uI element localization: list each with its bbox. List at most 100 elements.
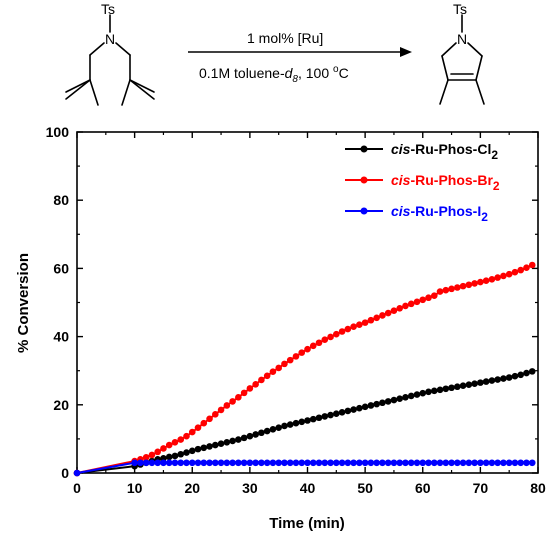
- data-point: [477, 278, 484, 286]
- x-tick-label: 50: [357, 480, 373, 496]
- legend-marker: [360, 176, 368, 184]
- data-point: [298, 459, 306, 467]
- data-point: [396, 305, 404, 312]
- data-point: [367, 459, 375, 467]
- data-point: [488, 276, 496, 283]
- data-point: [269, 426, 277, 433]
- data-point: [183, 459, 190, 467]
- data-point: [137, 459, 144, 467]
- data-point: [523, 459, 530, 467]
- data-point: [442, 459, 450, 467]
- data-point: [413, 298, 421, 306]
- data-point: [505, 459, 513, 467]
- data-point: [361, 403, 369, 411]
- x-tick-label: 80: [530, 480, 546, 496]
- data-point: [263, 459, 271, 467]
- data-point: [425, 294, 432, 302]
- data-point: [240, 389, 248, 397]
- series-1: [73, 261, 536, 477]
- reactant-n-label: N: [105, 31, 115, 47]
- data-point: [361, 319, 369, 326]
- data-point: [200, 459, 208, 467]
- data-point: [321, 336, 329, 343]
- series-line: [76, 264, 533, 474]
- reactant-structure: [65, 14, 155, 106]
- y-tick-label: 40: [53, 329, 69, 345]
- data-point: [517, 371, 525, 379]
- data-point: [327, 411, 334, 419]
- data-point: [488, 377, 496, 384]
- data-point: [528, 261, 536, 269]
- data-point: [390, 396, 398, 404]
- data-point: [229, 398, 236, 405]
- y-tick-label: 20: [53, 397, 69, 413]
- x-tick-label: 30: [242, 480, 258, 496]
- data-point: [258, 429, 265, 437]
- data-point: [246, 432, 254, 440]
- data-point: [419, 389, 427, 397]
- x-tick-label: 0: [73, 480, 81, 496]
- data-point: [350, 459, 357, 467]
- data-point: [425, 459, 432, 467]
- data-point: [292, 419, 300, 427]
- data-point: [200, 444, 208, 452]
- axis-ticks: 0 10 20 30 40 50 60 70 80 0 20 40 60 80 100: [46, 124, 546, 496]
- legend-entry-1: cis-Ru-Phos-Br2: [345, 172, 500, 193]
- data-point: [367, 316, 375, 324]
- data-point: [390, 307, 398, 314]
- data-point: [304, 345, 311, 353]
- data-point: [165, 453, 173, 461]
- data-point: [258, 376, 265, 384]
- reaction-arrow: [188, 47, 412, 57]
- data-point: [407, 459, 415, 467]
- data-point: [356, 404, 363, 412]
- data-point: [240, 459, 248, 467]
- data-point: [344, 459, 352, 467]
- series-layer: [73, 261, 536, 477]
- product-ts-label: Ts: [453, 1, 467, 17]
- data-point: [436, 459, 444, 467]
- data-point: [488, 459, 496, 467]
- data-point: [246, 385, 254, 392]
- legend-entry-0: cis-Ru-Phos-Cl2: [345, 141, 498, 162]
- data-point: [482, 277, 490, 284]
- data-point: [73, 469, 81, 477]
- data-point: [344, 407, 352, 415]
- data-point: [177, 459, 185, 467]
- data-point: [465, 281, 473, 289]
- data-point: [309, 342, 317, 350]
- data-point: [373, 459, 380, 467]
- data-point: [384, 309, 392, 317]
- data-point: [154, 459, 161, 467]
- data-point: [160, 445, 167, 452]
- data-point: [379, 312, 386, 319]
- x-axis-title: Time (min): [269, 515, 345, 532]
- data-point: [177, 450, 185, 458]
- data-point: [327, 459, 334, 467]
- data-point: [442, 286, 450, 294]
- data-point: [494, 274, 501, 281]
- data-point: [258, 459, 265, 467]
- data-point: [419, 296, 427, 304]
- data-point: [165, 459, 173, 467]
- data-point: [281, 422, 288, 430]
- data-point: [171, 439, 179, 446]
- data-point: [217, 459, 225, 467]
- data-point: [361, 459, 369, 467]
- data-point: [298, 349, 306, 356]
- data-point: [188, 459, 196, 467]
- data-point: [333, 330, 340, 338]
- y-tick-label: 0: [61, 465, 69, 481]
- legend-label: cis-Ru-Phos-I2: [391, 203, 488, 224]
- data-point: [281, 459, 288, 467]
- data-point: [528, 368, 536, 375]
- data-point: [286, 459, 294, 467]
- conditions-above: 1 mol% [Ru]: [247, 30, 323, 46]
- data-point: [206, 443, 213, 450]
- data-point: [286, 356, 294, 364]
- data-point: [379, 459, 386, 467]
- data-point: [148, 459, 156, 467]
- data-point: [430, 459, 438, 467]
- data-point: [384, 459, 392, 467]
- data-point: [333, 459, 340, 467]
